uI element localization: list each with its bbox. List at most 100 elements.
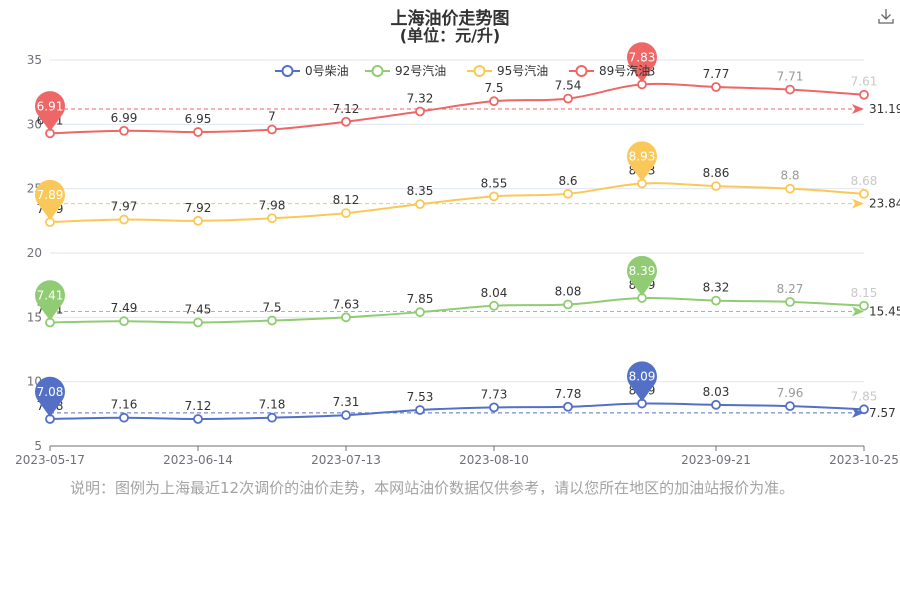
data-point[interactable] — [415, 199, 425, 210]
data-label: 7.5 — [262, 301, 281, 315]
data-point[interactable] — [267, 213, 277, 224]
data-point[interactable] — [489, 191, 499, 202]
data-point[interactable] — [563, 299, 573, 310]
data-point[interactable] — [785, 183, 795, 194]
average-line-arrow — [852, 407, 864, 418]
data-point[interactable] — [711, 399, 721, 410]
data-point[interactable] — [415, 106, 425, 117]
data-label: 7.5 — [484, 81, 503, 95]
x-tick-label: 2023-10-25 — [829, 453, 899, 467]
data-point[interactable] — [711, 82, 721, 92]
data-label: 8.55 — [481, 176, 508, 190]
data-point[interactable] — [193, 127, 203, 137]
legend-marker[interactable] — [371, 65, 384, 77]
data-label: 7.18 — [259, 398, 286, 412]
data-point[interactable] — [415, 307, 425, 318]
data-point[interactable] — [415, 405, 425, 415]
legend-label[interactable]: 95号汽油 — [497, 63, 548, 78]
data-point[interactable] — [119, 412, 129, 423]
data-label: 7.71 — [777, 70, 804, 84]
data-label: 6.95 — [185, 112, 212, 126]
data-label: 7.16 — [111, 398, 138, 412]
extreme-marker-label: 7.41 — [37, 288, 64, 302]
download-icon[interactable] — [876, 6, 896, 26]
x-tick-label: 2023-07-13 — [311, 453, 381, 467]
data-label: 7.63 — [333, 297, 360, 311]
data-label: 7.97 — [111, 200, 138, 214]
data-point[interactable] — [711, 181, 721, 191]
data-point[interactable] — [563, 401, 573, 412]
y-tick-label: 15 — [27, 310, 42, 324]
data-label: 7 — [268, 109, 276, 123]
extreme-marker-pin — [627, 255, 657, 297]
data-point[interactable] — [341, 208, 351, 219]
extreme-marker-label: 7.89 — [37, 188, 64, 202]
data-label: 7.78 — [555, 387, 582, 401]
legend-label[interactable]: 0号柴油 — [305, 64, 349, 78]
data-point[interactable] — [859, 188, 869, 199]
data-point[interactable] — [489, 96, 499, 107]
legend-marker[interactable] — [473, 65, 486, 77]
data-label: 8.04 — [481, 286, 508, 300]
data-point[interactable] — [119, 214, 129, 225]
data-point[interactable] — [193, 414, 203, 424]
legend-label[interactable]: 92号汽油 — [395, 63, 446, 78]
data-point[interactable] — [785, 401, 795, 412]
data-point[interactable] — [859, 89, 869, 100]
data-label: 8.08 — [555, 284, 582, 298]
data-label: 8.68 — [851, 174, 878, 188]
legend-label[interactable]: 89号汽油 — [599, 63, 650, 78]
data-point[interactable] — [193, 215, 203, 226]
extreme-marker-label: 6.91 — [37, 99, 64, 113]
data-label: 8.03 — [703, 385, 730, 399]
data-point[interactable] — [341, 410, 351, 421]
data-label: 7.73 — [481, 387, 508, 401]
data-point[interactable] — [341, 312, 351, 323]
extreme-marker-pin — [35, 179, 65, 221]
data-point[interactable] — [785, 296, 795, 307]
extreme-marker-pin — [35, 280, 65, 321]
data-point[interactable] — [489, 300, 499, 311]
data-point[interactable] — [267, 412, 277, 423]
legend-marker[interactable] — [281, 65, 294, 77]
data-label: 7.12 — [333, 102, 360, 116]
data-label: 7.32 — [407, 91, 434, 105]
data-point[interactable] — [563, 188, 573, 199]
data-point[interactable] — [341, 116, 351, 127]
data-point[interactable] — [193, 317, 203, 328]
data-point[interactable] — [859, 404, 869, 415]
data-label: 7.96 — [777, 386, 804, 400]
data-label: 7.92 — [185, 201, 212, 215]
data-label: 8.35 — [407, 184, 434, 198]
series-line — [49, 402, 865, 420]
data-point[interactable] — [785, 84, 795, 95]
data-label: 8.86 — [703, 166, 730, 180]
data-label: 8.6 — [558, 174, 577, 188]
data-point[interactable] — [711, 295, 721, 306]
data-label: 7.54 — [555, 79, 582, 93]
data-label: 8.12 — [333, 193, 360, 207]
average-value-label: 31.19 — [869, 102, 900, 116]
data-point[interactable] — [859, 300, 869, 311]
data-label: 7.53 — [407, 390, 434, 404]
data-point[interactable] — [119, 125, 129, 136]
disclaimer-note: 说明：图例为上海最近12次调价的油价走势，本网站油价数据仅供参考，请以您所在地区… — [70, 479, 795, 497]
extreme-marker-label: 7.08 — [37, 385, 64, 399]
data-point[interactable] — [267, 315, 277, 326]
data-label: 7.85 — [851, 389, 878, 403]
data-point[interactable] — [119, 316, 129, 327]
data-label: 7.12 — [185, 399, 212, 413]
data-label: 7.49 — [111, 301, 138, 315]
legend-marker[interactable] — [575, 65, 588, 77]
data-label: 7.45 — [185, 302, 212, 316]
average-value-label: 15.45 — [869, 305, 900, 319]
data-point[interactable] — [489, 402, 499, 413]
data-label: 7.77 — [703, 67, 730, 81]
data-point[interactable] — [267, 124, 277, 135]
data-label: 7.61 — [851, 75, 878, 89]
data-label: 7.98 — [259, 198, 286, 212]
average-line-arrow — [852, 198, 864, 209]
data-point[interactable] — [563, 93, 573, 104]
extreme-marker-pin — [627, 42, 657, 83]
